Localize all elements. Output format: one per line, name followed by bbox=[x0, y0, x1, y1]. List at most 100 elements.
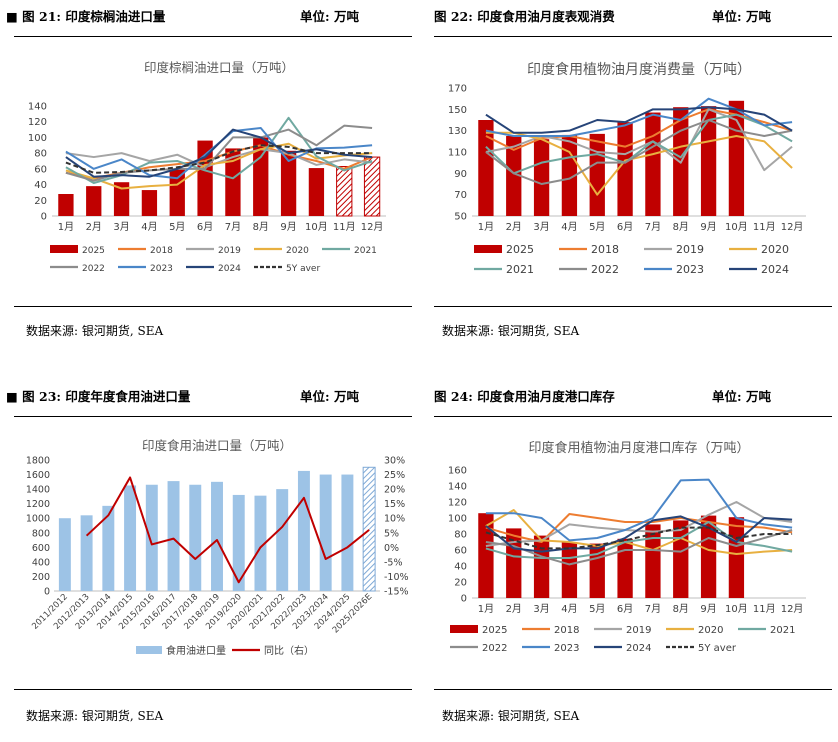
legend-label: 2023 bbox=[150, 264, 173, 274]
bar-2025 bbox=[363, 156, 381, 217]
bar-2025 bbox=[336, 166, 353, 217]
bar-2025 bbox=[478, 120, 494, 216]
figure-24-number: 图 24: bbox=[434, 389, 473, 404]
legend-label: 2019 bbox=[626, 625, 651, 636]
x-tick-label: 8月 bbox=[673, 603, 689, 615]
x-tick-label: 7月 bbox=[225, 221, 241, 233]
rule-24-top bbox=[434, 416, 832, 417]
y2-tick-label: 25% bbox=[384, 470, 405, 481]
bar-import bbox=[80, 515, 93, 591]
series-line-2022 bbox=[485, 529, 793, 566]
y-tick-label: 150 bbox=[448, 105, 467, 116]
x-tick-label: 11月 bbox=[753, 221, 776, 233]
x-tick-label: 2月 bbox=[506, 603, 522, 615]
source-22: 数据来源: 银河期货, SEA bbox=[442, 324, 580, 338]
bar-import bbox=[297, 470, 310, 591]
x-tick-label: 11月 bbox=[333, 221, 356, 233]
y-tick-label: 120 bbox=[28, 117, 47, 128]
series-line-2023 bbox=[485, 97, 793, 137]
legend-label: 5Y aver bbox=[286, 264, 320, 274]
figure-23-number: 图 23: bbox=[22, 389, 62, 404]
y2-tick-label: -15% bbox=[384, 587, 409, 598]
series-line-2020 bbox=[485, 509, 793, 555]
legend-label: 2025 bbox=[82, 246, 105, 256]
y-tick-label: 170 bbox=[448, 84, 467, 95]
x-tick-label: 8月 bbox=[253, 221, 269, 233]
y-tick-label: 1600 bbox=[26, 470, 50, 481]
x-tick-label: 2月 bbox=[506, 221, 522, 233]
bar-2025 bbox=[645, 524, 661, 598]
legend-label: 2021 bbox=[354, 246, 377, 256]
legend-label: 2023 bbox=[554, 643, 579, 654]
legend-label: 2020 bbox=[698, 625, 723, 636]
figure-24-title: 图 24: 印度食用油月度港口库存 bbox=[434, 386, 615, 405]
legend-label: 食用油进口量 bbox=[166, 644, 226, 657]
legend-label: 2022 bbox=[82, 264, 105, 274]
bar-2025 bbox=[617, 122, 633, 216]
y-tick-label: 120 bbox=[448, 498, 467, 509]
y-tick-label: 110 bbox=[448, 148, 467, 159]
bar-2025 bbox=[506, 136, 522, 216]
x-tick-label: 1月 bbox=[478, 603, 494, 615]
y-tick-label: 20 bbox=[34, 196, 47, 207]
series-line-2022 bbox=[65, 124, 373, 182]
x-tick-label: 5月 bbox=[589, 221, 605, 233]
bar-import bbox=[167, 481, 180, 591]
x-tick-label: 5月 bbox=[169, 221, 185, 233]
y2-tick-label: 15% bbox=[384, 499, 405, 510]
x-tick-label: 5月 bbox=[589, 603, 605, 615]
bar-2025 bbox=[58, 194, 74, 216]
bar-2025 bbox=[308, 168, 325, 216]
y-tick-label: 0 bbox=[41, 212, 47, 223]
x-tick-label: 6月 bbox=[197, 221, 213, 233]
rule-21-top bbox=[14, 36, 412, 37]
figure-23-title: ■ 图 23: 印度年度食用油进口量 bbox=[6, 389, 191, 404]
x-tick-label: 9月 bbox=[700, 221, 716, 233]
figure-22-number: 图 22: bbox=[434, 9, 473, 24]
x-tick-label: 3月 bbox=[533, 221, 549, 233]
legend-label: 2020 bbox=[761, 243, 789, 256]
series-line-2024 bbox=[485, 106, 793, 134]
y-tick-label: 60 bbox=[454, 546, 467, 557]
x-tick-label: 9月 bbox=[280, 221, 296, 233]
rule-24-bottom bbox=[434, 689, 832, 690]
chart-22: 印度食用植物油月度消费量（万吨） 50 70 90 110 130 150 170 1月 2月 3月… bbox=[448, 61, 806, 276]
chart-title: 印度棕榈油进口量（万吨） bbox=[144, 60, 294, 75]
bar-import bbox=[341, 474, 354, 591]
bar-2025 bbox=[561, 134, 578, 216]
x-tick-label: 6月 bbox=[617, 603, 633, 615]
y-tick-label: 140 bbox=[28, 102, 47, 113]
series-line-2023 bbox=[485, 478, 793, 542]
x-tick-label: 10月 bbox=[725, 603, 748, 615]
y-tick-label: 800 bbox=[32, 528, 50, 539]
y-tick-label: 1800 bbox=[26, 456, 50, 467]
legend-label: 2018 bbox=[591, 243, 619, 256]
figure-21-title: ■ 图 21: 印度棕榈油进口量 bbox=[6, 9, 166, 24]
x-tick-label: 4月 bbox=[561, 221, 577, 233]
y-tick-label: 160 bbox=[448, 466, 467, 477]
bar-import bbox=[58, 518, 71, 591]
legend-label: 5Y aver bbox=[698, 643, 737, 654]
bar-import bbox=[276, 489, 289, 591]
bar-2025 bbox=[673, 520, 689, 598]
bar-import bbox=[232, 494, 245, 591]
y-tick-label: 80 bbox=[454, 530, 467, 541]
bar-2025 bbox=[533, 535, 550, 598]
x-tick-label: 6月 bbox=[617, 221, 633, 233]
y-tick-label: 90 bbox=[454, 169, 467, 180]
chart-title: 印度食用植物油月度港口库存（万吨） bbox=[528, 440, 749, 456]
bar-2025 bbox=[561, 542, 578, 598]
y-tick-label: 1000 bbox=[26, 514, 50, 525]
bar-2025 bbox=[86, 186, 102, 216]
bar-2025 bbox=[141, 190, 158, 216]
legend-label: 2024 bbox=[626, 643, 651, 654]
x-tick-label: 4月 bbox=[561, 603, 577, 615]
figure-22-unit: 单位: 万吨 bbox=[712, 9, 771, 24]
figure-24-title-text: 印度食用油月度港口库存 bbox=[477, 389, 615, 404]
y-tick-label: 100 bbox=[28, 133, 47, 144]
series-line-2024 bbox=[65, 128, 373, 178]
x-tick-label: 1月 bbox=[478, 221, 494, 233]
x-tick-label: 11月 bbox=[753, 603, 776, 615]
legend-label: 2020 bbox=[286, 246, 309, 256]
y-tick-label: 1400 bbox=[26, 485, 50, 496]
